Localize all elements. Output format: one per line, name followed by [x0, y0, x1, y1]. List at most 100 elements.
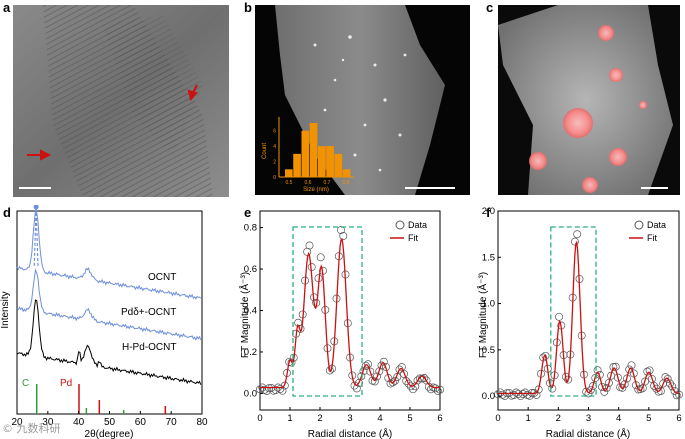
inset-ytick-label: 2 [273, 160, 276, 166]
xtick-label: 4 [377, 413, 382, 424]
data-point [388, 378, 397, 387]
data-point [400, 369, 408, 378]
exafs-chart-f: FT Magnitude (Å⁻³) 0 1 2 3 4 5 6 0.0 0.5 1.0 1.5 2.… [476, 206, 683, 439]
ytick-label: 0.2 [244, 347, 257, 358]
data-point [652, 384, 661, 393]
panel-label-e: e [244, 205, 252, 220]
ref-label-pd: Pd [60, 378, 72, 389]
inset-xtick-label: 0.5 [286, 180, 293, 186]
data-point [361, 361, 370, 370]
data-point [645, 366, 654, 375]
xrd-xtick-label: 30 [42, 417, 54, 428]
data-point [382, 362, 390, 371]
xrd-label-h-pd-ocnt: H-Pd-OCNT [122, 342, 176, 353]
exafs-chart-e: FT Magnitude (Å⁻³) 0 1 2 3 4 5 6 0.0 0.2 0.4 0.6 0.… [238, 210, 444, 439]
inset-ylabel: Count [262, 143, 268, 159]
xtick-label: 3 [586, 413, 591, 424]
xrd-xtick-label: 70 [166, 417, 178, 428]
pd-particle [529, 152, 547, 170]
xrd-xtick-label: 40 [73, 417, 85, 428]
data-point [548, 384, 557, 393]
panel-label-b: b [244, 0, 252, 15]
pd-particle [609, 68, 623, 82]
data-point [613, 373, 622, 382]
f-ylabel: FT Magnitude (Å⁻³) [476, 272, 489, 358]
watermark: © 九数科研 [2, 422, 61, 435]
e-ylabel: FT Magnitude (Å⁻³) [238, 272, 251, 358]
f-legend-data: Data [647, 220, 666, 230]
xrd-series-line [16, 268, 202, 341]
ytick-label: 2.0 [482, 206, 495, 217]
fit-line [260, 237, 440, 389]
data-point [593, 366, 602, 375]
ytick-label: 0.4 [244, 306, 257, 317]
data-point [586, 385, 595, 394]
data-point [666, 379, 674, 388]
ytick-label: 0.0 [482, 391, 495, 402]
xrd-label-pd-ocnt: Pdδ+-OCNT [121, 307, 176, 318]
xrd-xtick-label: 80 [196, 417, 208, 428]
data-point [359, 367, 368, 376]
data-point [675, 390, 683, 399]
xrd-xtick-label: 20 [11, 417, 23, 428]
panel-label-f: f [486, 205, 491, 220]
histogram-bar [301, 130, 310, 177]
ref-label-c: C [22, 378, 29, 389]
data-point [404, 379, 413, 388]
xrd-ylabel: Intensity [0, 291, 11, 328]
e-legend-data: Data [408, 220, 427, 230]
panel-label-a: a [3, 0, 11, 15]
data-point [625, 365, 634, 374]
pd-particle [639, 101, 647, 109]
inset-xtick-label: 0.7 [324, 180, 331, 186]
f-legend-fit: Fit [647, 233, 657, 243]
data-point [370, 377, 379, 386]
data-point [541, 351, 550, 360]
data-point [350, 381, 359, 390]
ytick-label: 0.6 [244, 264, 257, 275]
xtick-label: 4 [616, 413, 621, 424]
xtick-label: 5 [407, 413, 412, 424]
histogram-bar [309, 123, 318, 177]
e-xlabel: Radial distance (Å) [308, 427, 392, 439]
data-point [305, 241, 314, 250]
data-point [271, 386, 280, 395]
inset-xtick-label: 0.6 [305, 180, 312, 186]
data-point [379, 357, 388, 366]
histogram-bar [334, 153, 343, 177]
ytick-label: 1.0 [482, 299, 495, 310]
inset-ytick-label: 4 [273, 144, 276, 150]
data-point [364, 360, 372, 369]
xtick-label: 6 [437, 413, 442, 424]
inset-ytick-label: 6 [273, 129, 276, 135]
ytick-label: 1.5 [482, 252, 495, 263]
data-point [532, 391, 541, 399]
data-point [650, 381, 659, 390]
data-point [316, 253, 325, 262]
data-point [573, 230, 582, 239]
xtick-label: 3 [347, 413, 352, 424]
e-legend-fit: Fit [408, 233, 418, 243]
data-point [436, 385, 444, 394]
histogram-bar [342, 169, 351, 177]
xrd-chart: Intensity 20 30 40 50 60 70 80 2θ(degree) OCNT… [0, 205, 208, 439]
histogram-bar [318, 146, 326, 177]
data-point [391, 376, 399, 385]
xtick-label: 1 [287, 413, 292, 424]
xrd-series-line [16, 209, 202, 300]
inset-xlabel: Size (nm) [303, 187, 329, 193]
e-legend-data-marker [395, 220, 405, 230]
data-point [420, 374, 429, 382]
data-point [668, 382, 677, 391]
data-point [357, 372, 366, 381]
fit-window-box [292, 226, 363, 397]
haadf-image-c [498, 5, 680, 195]
xtick-label: 5 [646, 413, 651, 424]
xrd-label-ocnt: OCNT [148, 272, 176, 283]
data-point [620, 380, 629, 389]
data-point [431, 384, 440, 393]
xtick-label: 6 [676, 413, 681, 424]
xtick-label: 0 [495, 413, 500, 424]
fit-window-box [550, 226, 597, 397]
xrd-series-line [16, 299, 202, 385]
